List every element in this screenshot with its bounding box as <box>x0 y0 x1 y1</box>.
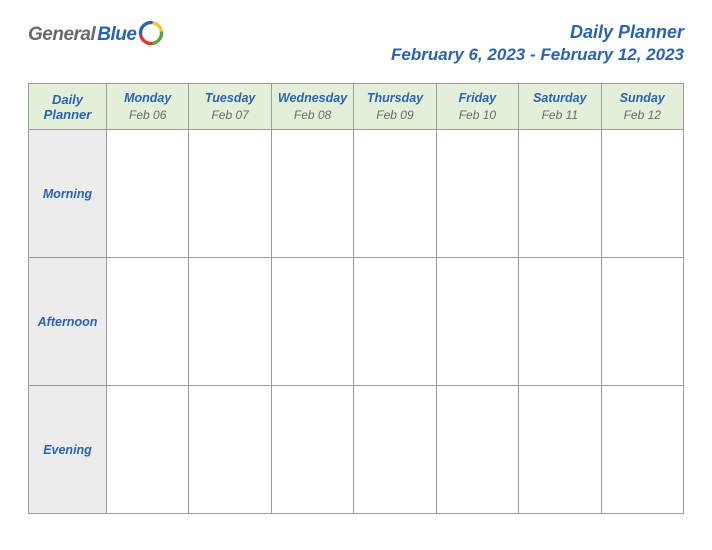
dayname: Saturday <box>519 91 600 106</box>
logo: General Blue <box>28 22 166 48</box>
dayhead-tuesday: Tuesday Feb 07 <box>189 84 271 130</box>
cell <box>436 258 518 386</box>
planner-table: Daily Planner Monday Feb 06 Tuesday Feb … <box>28 83 684 514</box>
rowlabel-morning: Morning <box>29 130 107 258</box>
cell <box>519 258 601 386</box>
daydate: Feb 11 <box>519 108 600 122</box>
dayhead-friday: Friday Feb 10 <box>436 84 518 130</box>
cell <box>107 258 189 386</box>
cell <box>601 386 683 514</box>
cell <box>189 386 271 514</box>
daydate: Feb 09 <box>354 108 435 122</box>
cell <box>436 386 518 514</box>
logo-text-blue: Blue <box>97 24 136 46</box>
logo-swirl-icon <box>136 18 166 48</box>
rowlabel-afternoon: Afternoon <box>29 258 107 386</box>
cell <box>189 258 271 386</box>
row-morning: Morning <box>29 130 684 258</box>
cell <box>519 130 601 258</box>
cell <box>354 258 436 386</box>
cell <box>271 130 353 258</box>
daydate: Feb 07 <box>189 108 270 122</box>
dayhead-saturday: Saturday Feb 11 <box>519 84 601 130</box>
cell <box>107 386 189 514</box>
dayname: Friday <box>437 91 518 106</box>
rowlabel-evening: Evening <box>29 386 107 514</box>
header-row: Daily Planner Monday Feb 06 Tuesday Feb … <box>29 84 684 130</box>
cell <box>271 386 353 514</box>
cell <box>354 386 436 514</box>
dayname: Tuesday <box>189 91 270 106</box>
row-evening: Evening <box>29 386 684 514</box>
dayname: Sunday <box>602 91 683 106</box>
cell <box>601 130 683 258</box>
page-title: Daily Planner <box>391 22 684 43</box>
daydate: Feb 10 <box>437 108 518 122</box>
dayname: Thursday <box>354 91 435 106</box>
header: General Blue Daily Planner February 6, 2… <box>28 22 684 65</box>
cell <box>519 386 601 514</box>
dayname: Monday <box>107 91 188 106</box>
dayhead-wednesday: Wednesday Feb 08 <box>271 84 353 130</box>
cell <box>107 130 189 258</box>
cell <box>601 258 683 386</box>
row-afternoon: Afternoon <box>29 258 684 386</box>
title-block: Daily Planner February 6, 2023 - Februar… <box>391 22 684 65</box>
dayname: Wednesday <box>272 91 353 106</box>
cell <box>271 258 353 386</box>
daydate: Feb 06 <box>107 108 188 122</box>
cell <box>354 130 436 258</box>
daydate: Feb 12 <box>602 108 683 122</box>
cell <box>436 130 518 258</box>
dayhead-monday: Monday Feb 06 <box>107 84 189 130</box>
page-subtitle: February 6, 2023 - February 12, 2023 <box>391 45 684 65</box>
dayhead-thursday: Thursday Feb 09 <box>354 84 436 130</box>
cell <box>189 130 271 258</box>
corner-cell: Daily Planner <box>29 84 107 130</box>
dayhead-sunday: Sunday Feb 12 <box>601 84 683 130</box>
daydate: Feb 08 <box>272 108 353 122</box>
logo-text-general: General <box>28 24 95 46</box>
